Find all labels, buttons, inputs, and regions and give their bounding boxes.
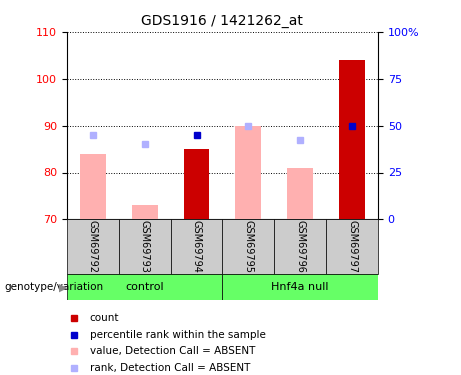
Text: GSM69796: GSM69796 [295, 220, 305, 273]
Text: GSM69797: GSM69797 [347, 220, 357, 273]
Title: GDS1916 / 1421262_at: GDS1916 / 1421262_at [142, 14, 303, 28]
Bar [67, 274, 222, 300]
Text: count: count [90, 313, 119, 323]
Text: GSM69793: GSM69793 [140, 220, 150, 273]
Text: Hnf4a null: Hnf4a null [272, 282, 329, 292]
Text: ▶: ▶ [59, 282, 67, 292]
Text: value, Detection Call = ABSENT: value, Detection Call = ABSENT [90, 346, 255, 356]
Bar [222, 219, 274, 274]
Bar [183, 149, 209, 219]
Bar [80, 154, 106, 219]
Text: percentile rank within the sample: percentile rank within the sample [90, 330, 266, 340]
Text: GSM69792: GSM69792 [88, 220, 98, 273]
Bar [236, 126, 261, 219]
Text: GSM69794: GSM69794 [191, 220, 201, 273]
Text: control: control [125, 282, 164, 292]
Text: GSM69795: GSM69795 [243, 220, 254, 273]
Bar [118, 219, 171, 274]
Bar [287, 168, 313, 219]
Bar [132, 206, 158, 219]
Bar [67, 219, 118, 274]
Bar [339, 60, 365, 219]
Text: genotype/variation: genotype/variation [5, 282, 104, 292]
Bar [274, 219, 326, 274]
Bar [326, 219, 378, 274]
Text: rank, Detection Call = ABSENT: rank, Detection Call = ABSENT [90, 363, 250, 373]
Bar [222, 274, 378, 300]
Bar [171, 219, 222, 274]
